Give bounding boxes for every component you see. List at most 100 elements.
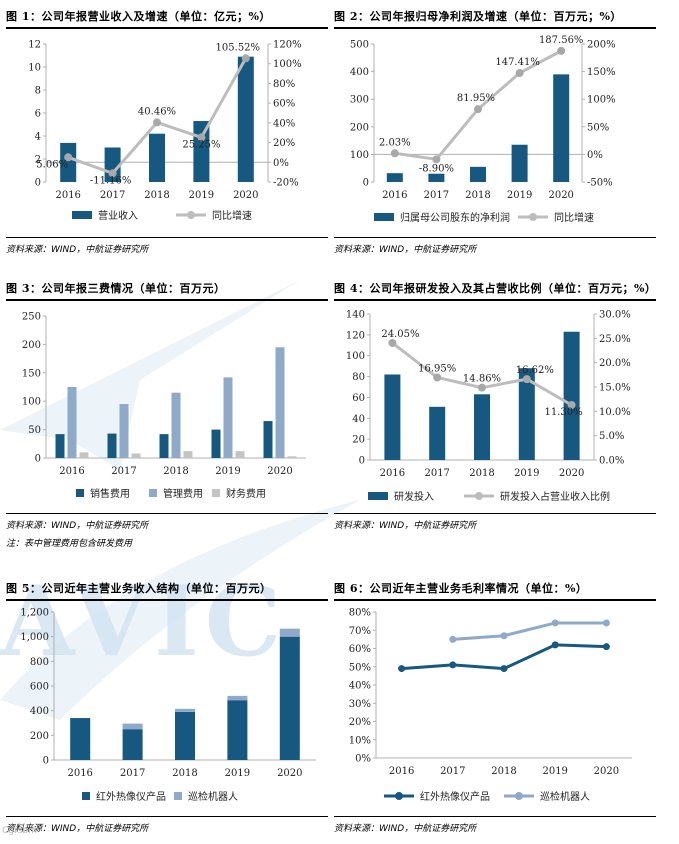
legend-swatch [212,489,220,497]
y-tick-label: 30% [349,699,371,710]
bottom-rule [334,513,656,514]
y-tick-label: 50 [28,425,41,436]
x-tick-label: 2016 [389,766,414,777]
bottom-rule [6,237,328,238]
data-label: 2.03% [379,137,411,148]
y-tick-label: 10 [28,63,41,74]
legend-swatch [76,489,84,497]
x-tick-label: 2017 [100,190,125,201]
x-tick-label: 2016 [380,468,405,479]
x-tick-label: 2020 [267,466,292,477]
y-tick-label: 0 [43,756,49,767]
y-tick-label: 400 [350,67,369,78]
y-tick-label: 70% [349,626,371,637]
source-note: 资料来源：WIND，中航证券研究所 [6,245,149,255]
y-tick-label: 120 [346,330,365,341]
y-tick-label: 0% [355,754,371,765]
line-point [108,169,117,178]
line-point [153,118,161,127]
panel-gross-margin: 图 6：公司近年主营业务毛利率情况（单位：%） 0% 10% 20% 30% 40% 50… [334,580,656,838]
line-point [602,619,610,627]
legend-marker [475,492,483,500]
y-tick-label: 40 [352,414,365,425]
bar [429,406,446,460]
title-rule [6,27,328,29]
bar [171,392,181,458]
x-tick-label: 2017 [424,190,449,201]
chart-expenses: 0 50 100 150 200 250 2016 2017 2018 2019 2020 销售费用 管… [22,312,306,500]
line-point [602,643,610,651]
x-tick-label: 2019 [542,766,567,777]
y-tick-label: 200 [350,122,369,133]
legend-swatch [72,211,92,219]
line-point [474,105,482,114]
y2-tick-label: 25.0% [599,334,631,345]
legend-label: 红外热像仪产品 [96,790,166,803]
legend-label: 管理费用 [163,487,203,500]
data-label: -11.16% [90,175,132,186]
source-note: 资料来源：WIND，中航证券研究所 [6,521,149,531]
y-tick-label: 250 [22,312,41,323]
chart-gross-margin: 0% 10% 20% 30% 40% 50% 60% 70% 80% 2016 2017 2018 20… [349,608,632,803]
y2-tick-label: 30.0% [599,310,631,321]
bottom-rule [6,816,328,817]
line-point [515,69,524,78]
x-tick-label: 2020 [277,768,302,779]
x-tick-label: 2020 [594,766,619,777]
title-rule [6,599,328,601]
panel-title: 图 6：公司近年主营业务毛利率情况（单位：%） [334,582,588,595]
y-tick-label: 1,200 [20,608,49,619]
legend-label: 研发投入 [394,490,434,502]
bar [470,166,486,182]
legend-marker [187,211,195,219]
bar-segment [279,636,300,760]
y-tick-label: 60 [352,393,365,404]
bar [384,374,401,460]
y2-tick-label: 10.0% [599,407,631,418]
legend-label: 同比增速 [554,211,594,224]
x-tick-label: 2016 [55,190,80,201]
y-tick-label: 8 [35,86,41,97]
panel-title: 图 1：公司年报营业收入及增速（单位：亿元；%） [6,10,271,23]
y-tick-label: 200 [22,340,41,351]
chart-revenue: 0 2 4 6 8 10 12 -20% 0% 20% 40% 60% 80% 100% 120% 2016 2… [28,40,302,223]
bar [275,347,285,458]
y2-tick-label: 5.0% [599,431,624,442]
y2-tick-label: 100% [273,59,302,70]
x-tick-label: 2018 [469,468,494,479]
x-tick-label: 2018 [144,190,169,201]
source-note: 资料来源：WIND，中航证券研究所 [334,824,477,834]
line-point [449,635,457,643]
line-point [557,46,566,55]
bar [237,56,254,182]
data-label: 14.86% [463,374,501,385]
title-rule [334,27,656,29]
x-tick-label: 2016 [59,466,84,477]
y-tick-label: 6 [35,109,41,120]
line-point [551,641,559,649]
y2-tick-label: 200% [587,40,616,51]
legend-label: 同比增速 [212,209,252,222]
data-label: 187.56% [539,35,584,46]
legend-label: 研发投入占营业收入比例 [500,490,610,502]
legend-label: 归属母公司股东的净利润 [400,211,510,224]
bar-segment [122,729,143,760]
bar [131,453,141,458]
data-label: 16.62% [516,365,554,376]
y-tick-label: 60% [349,644,371,655]
bar [149,133,165,182]
y-tick-label: 4 [35,132,41,143]
bar [563,331,580,460]
bar [211,429,221,458]
x-tick-label: 2017 [424,468,449,479]
line-point [64,153,73,162]
footnote: 注：表中管理费用包含研发费用 [6,539,133,549]
y-tick-label: 0 [359,456,365,467]
y-tick-label: 100 [350,150,369,161]
x-tick-label: 2019 [507,190,532,201]
y2-tick-label: 50% [587,122,609,133]
bar [55,434,65,458]
data-label: 81.95% [457,93,495,104]
line-point [500,632,508,640]
bar-segment [279,628,300,637]
